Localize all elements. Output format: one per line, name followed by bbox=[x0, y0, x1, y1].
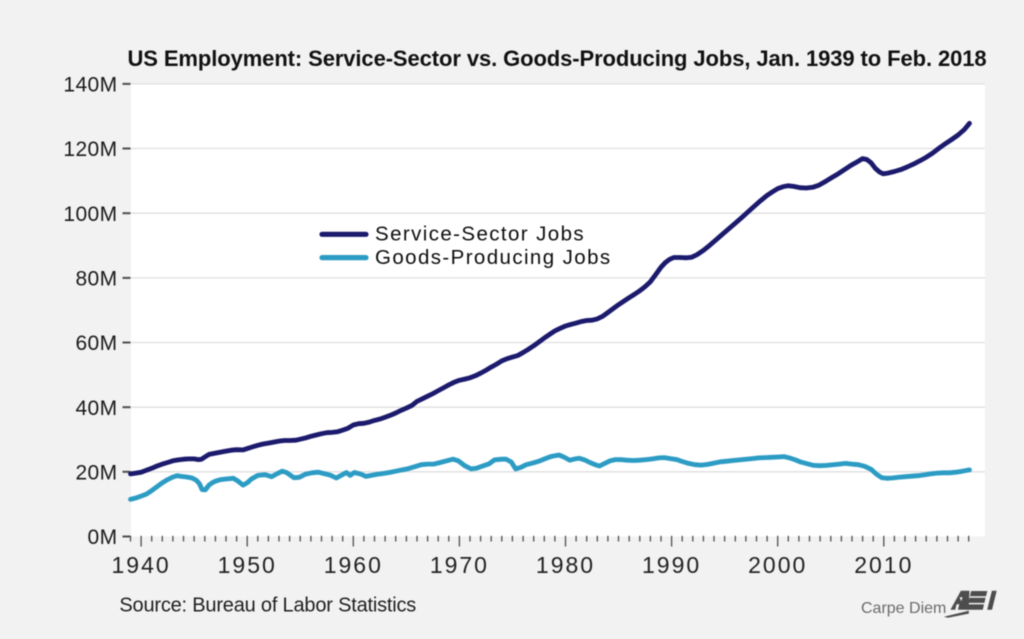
svg-text:Carpe Diem: Carpe Diem bbox=[861, 600, 946, 617]
svg-text:40M: 40M bbox=[75, 397, 117, 420]
svg-text:1950: 1950 bbox=[218, 552, 277, 578]
svg-text:100M: 100M bbox=[63, 203, 117, 226]
svg-text:2000: 2000 bbox=[748, 552, 807, 578]
svg-text:1940: 1940 bbox=[112, 552, 171, 578]
svg-text:80M: 80M bbox=[75, 268, 117, 291]
svg-text:US Employment: Service-Sector: US Employment: Service-Sector vs. Goods-… bbox=[127, 46, 986, 71]
svg-text:0M: 0M bbox=[88, 526, 118, 549]
svg-text:Source: Bureau of Labor Statis: Source: Bureau of Labor Statistics bbox=[119, 594, 416, 616]
svg-text:1990: 1990 bbox=[642, 552, 701, 578]
svg-text:140M: 140M bbox=[63, 74, 117, 97]
svg-text:2010: 2010 bbox=[854, 552, 913, 578]
svg-text:120M: 120M bbox=[63, 138, 117, 161]
svg-text:60M: 60M bbox=[75, 332, 117, 355]
svg-text:1960: 1960 bbox=[324, 552, 383, 578]
svg-text:20M: 20M bbox=[75, 461, 117, 484]
svg-text:1980: 1980 bbox=[536, 552, 595, 578]
svg-text:Goods-Producing Jobs: Goods-Producing Jobs bbox=[375, 246, 612, 269]
svg-text:1970: 1970 bbox=[430, 552, 489, 578]
svg-text:Service-Sector Jobs: Service-Sector Jobs bbox=[375, 223, 585, 246]
